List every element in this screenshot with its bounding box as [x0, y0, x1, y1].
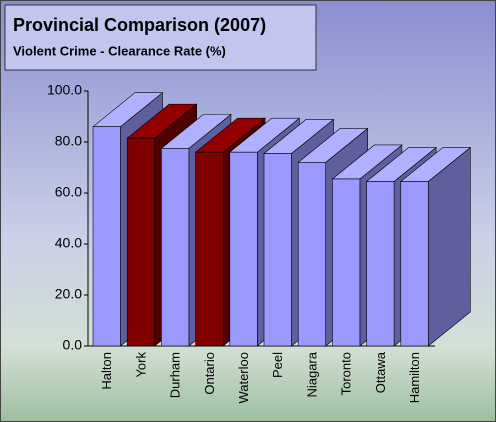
x-tick-label: Toronto: [339, 352, 354, 395]
y-tick-label: 80.0: [55, 133, 82, 149]
y-tick-label: 100.0: [47, 82, 82, 98]
x-tick-label: Hamilton: [407, 352, 422, 403]
bar: [366, 181, 395, 347]
title-box: [4, 4, 317, 71]
bar: [195, 151, 224, 347]
bar-side: [427, 146, 471, 347]
bar: [92, 126, 121, 347]
x-tick-label: Ottawa: [373, 351, 388, 393]
x-tick-label: York: [133, 352, 148, 378]
y-tick-label: 0.0: [63, 337, 83, 353]
bar: [332, 178, 361, 347]
bar: [126, 137, 155, 347]
x-tick-label: Durham: [168, 352, 183, 398]
bar: [263, 153, 292, 347]
bar: [161, 148, 190, 347]
bar: [400, 181, 429, 347]
chart-subtitle: Violent Crime - Clearance Rate (%): [13, 43, 226, 58]
bar: [229, 151, 258, 347]
y-tick-label: 60.0: [55, 184, 82, 200]
y-tick-label: 20.0: [55, 286, 82, 302]
chart-title: Provincial Comparison (2007): [13, 15, 266, 35]
x-tick-label: Halton: [99, 352, 114, 390]
x-tick-label: Waterloo: [236, 352, 251, 404]
x-tick-label: Niagara: [304, 351, 319, 397]
x-tick-label: Ontario: [202, 352, 217, 395]
y-tick-label: 40.0: [55, 235, 82, 251]
bar: [297, 162, 327, 347]
x-tick-label: Peel: [270, 352, 285, 378]
